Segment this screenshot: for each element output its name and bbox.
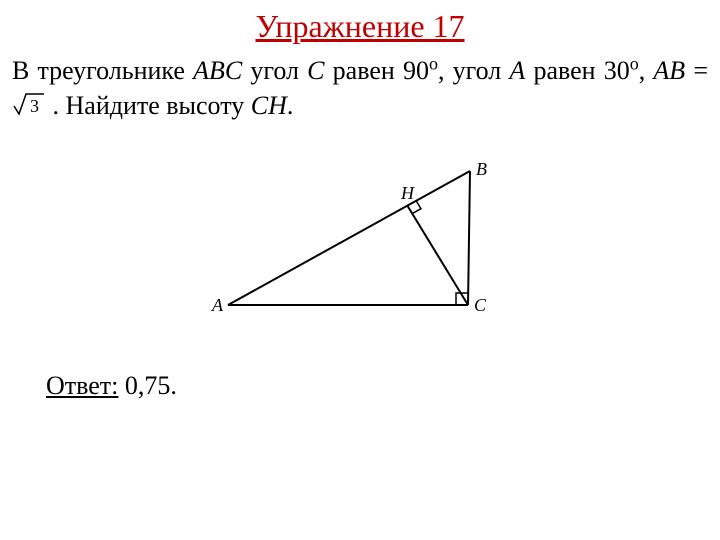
text-part7: = [685,56,708,85]
height-ch: CH [251,91,287,120]
text-part5: равен 30 [525,56,629,85]
text-part3: равен 90 [325,56,429,85]
svg-text:H: H [400,183,415,203]
sqrt-expression: 3 [12,90,46,127]
triangle-diagram: A B C H [210,155,510,335]
side-ab: AB [653,56,685,85]
text-part8: . Найдите высоту [46,91,251,120]
text-part1: В треугольнике [12,56,193,85]
problem-statement: В треугольнике ABC угол C равен 90о, уго… [0,45,720,127]
svg-text:A: A [211,295,224,315]
text-part9: . [287,91,294,120]
triangle-name: ABC [193,56,242,85]
answer-label: Ответ: [46,371,118,400]
answer-value: 0,75. [118,371,177,400]
angle-a: A [509,56,525,85]
text-part2: угол [242,56,307,85]
text-part4: , угол [438,56,509,85]
svg-text:B: B [476,159,487,179]
sqrt-value: 3 [30,96,39,116]
exercise-title: Упражнение 17 [0,0,720,45]
degree-1: о [429,53,438,73]
degree-2: о [630,53,639,73]
angle-c: C [307,56,324,85]
text-part6: , [639,56,654,85]
answer-line: Ответ: 0,75. [0,371,720,401]
svg-text:C: C [474,295,487,315]
